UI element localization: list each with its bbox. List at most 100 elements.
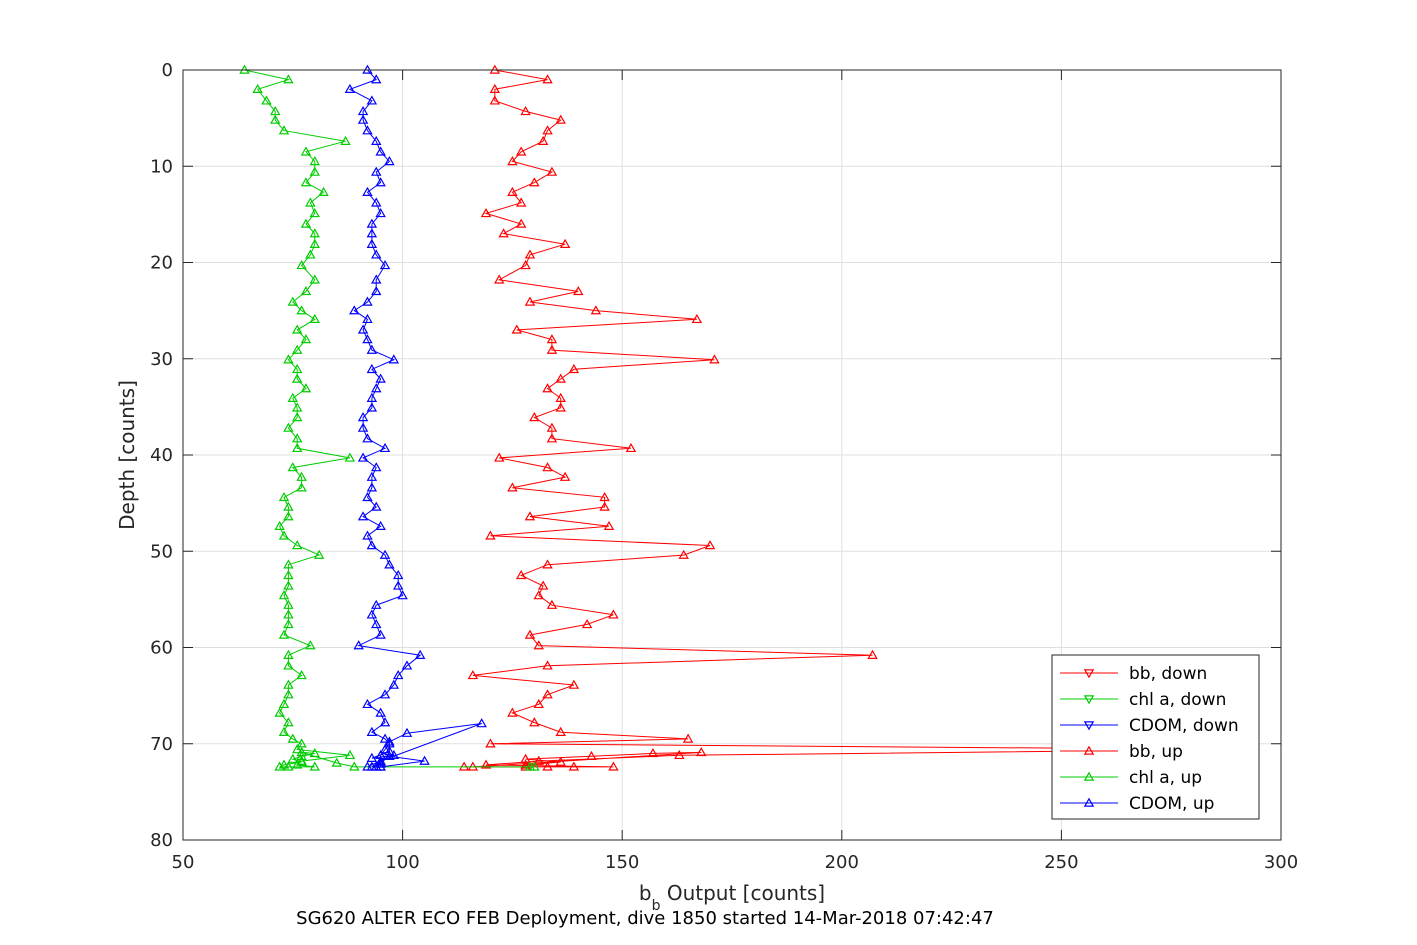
data-point [371,249,382,259]
data-point [555,402,566,412]
data-point [371,383,382,393]
data-point [371,274,382,284]
data-point [278,125,290,135]
x-tick-label: 250 [1044,852,1078,873]
x-axis-label-main: b [639,881,652,905]
y-tick-label: 60 [150,638,173,659]
data-point [283,422,294,432]
data-point [384,559,395,569]
data-point [344,452,356,462]
legend-marker [1083,695,1095,705]
series-bb-up [458,64,1243,771]
data-point [371,74,382,84]
data-point [371,197,382,207]
data-point [287,753,299,763]
data-point [546,166,558,176]
data-point [581,618,593,629]
data-point [366,228,378,238]
data-point [366,363,378,374]
data-point [371,135,382,145]
data-point [682,733,694,743]
data-point [524,629,536,639]
data-point [296,259,307,270]
data-point [515,197,527,207]
data-point [300,285,312,296]
data-point [291,324,303,334]
data-point [379,744,391,754]
data-point [371,462,382,472]
data-point [603,520,615,530]
y-tick-label: 10 [150,156,173,177]
data-point [674,749,685,760]
data-point [392,670,404,680]
data-point [533,590,544,600]
data-point [555,726,566,736]
data-point [379,689,391,699]
data-point [388,749,400,760]
data-point [529,177,540,187]
data-point [507,482,518,492]
data-point [546,433,558,443]
data-point [586,750,597,761]
x-tick-label: 150 [605,852,639,873]
y-tick-label: 70 [150,734,173,755]
data-point [340,135,351,145]
data-point [375,629,386,639]
data-point [388,679,400,689]
data-point [546,334,558,344]
data-point [678,549,689,559]
data-point [485,738,496,748]
data-point [375,761,386,771]
data-point [362,530,373,540]
data-point [283,559,294,569]
data-point [515,218,527,228]
data-point [524,511,536,521]
data-point [305,640,316,650]
data-point [296,471,307,481]
data-point [555,114,566,124]
data-point [542,689,553,699]
data-point [278,530,290,540]
series-cdom-up [344,64,487,771]
data-point [291,540,303,550]
data-point [283,649,294,659]
data-point [309,238,320,248]
data-point [309,166,320,176]
data-point [366,218,378,228]
data-point [388,354,400,364]
data-point [384,736,395,746]
data-point [291,373,303,383]
data-point [542,462,553,472]
data-point [476,718,487,728]
data-point [542,660,553,670]
data-point [467,670,479,680]
data-point [529,717,540,727]
data-point [590,305,602,315]
data-point [287,392,299,402]
data-point [546,422,558,432]
data-point [397,590,408,600]
data-point [366,482,378,492]
data-point [375,520,386,530]
data-point [296,670,307,680]
data-point [362,313,373,324]
data-point [344,83,356,94]
data-point [291,744,303,754]
data-point [287,733,299,743]
data-point [291,402,303,412]
data-point [278,629,290,639]
data-point [283,501,294,511]
data-point [362,698,373,709]
data-point [647,747,659,758]
data-point [542,125,553,135]
data-point [375,707,386,717]
data-point [379,549,391,559]
data-point [371,285,382,296]
data-point [309,313,320,324]
data-point [498,228,509,238]
data-point [309,274,320,284]
data-point [608,609,619,619]
data-point [296,756,307,766]
data-point [524,296,536,306]
axis-ticks: 50 100 150 200 250 300 0 10 20 30 40 50 60 70 80 [150,60,1298,873]
